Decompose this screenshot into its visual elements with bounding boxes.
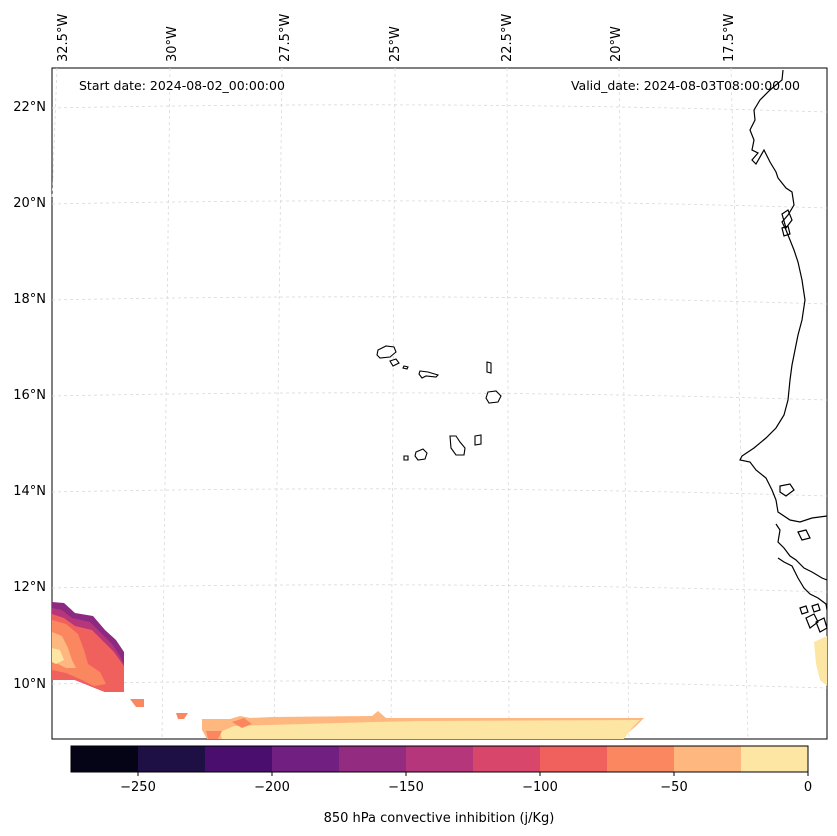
lon-label: 22.5°W: [500, 14, 515, 62]
lon-label: 20°W: [609, 26, 624, 62]
colorbar: −250 −200 −150 −100 −50 0 850 hPa convective …: [70, 745, 812, 826]
island-sao-vicente: [389, 358, 400, 367]
island-santo-antao: [376, 345, 397, 359]
lat-label: 10°N: [13, 677, 46, 692]
colorbar-tick-label: −250: [120, 780, 156, 795]
cin-field-band-7: [130, 699, 144, 707]
colorbar-label: 850 hPa convective inhibition (j/Kg): [324, 811, 555, 826]
lon-label: 27.5°W: [278, 14, 293, 62]
gulf-coastline: [775, 523, 828, 581]
lon-label: 32.5°W: [56, 14, 71, 62]
cin-field-band-11: [232, 718, 252, 728]
estuary-3: [805, 613, 819, 629]
cin-field-band-13: [814, 636, 827, 686]
lat-label: 12°N: [13, 580, 46, 595]
lat-label: 22°N: [13, 100, 46, 115]
cin-field-west: [52, 602, 144, 707]
gridlines: [51, 67, 828, 740]
island-santa-luzia: [402, 365, 409, 370]
colorbar-ticks: −250 −200 −150 −100 −50 0: [120, 772, 812, 795]
island-santiago: [449, 435, 466, 456]
lat-label: 20°N: [13, 196, 46, 211]
colorbar-tick-label: −200: [254, 780, 290, 795]
colorbar-cells: [71, 746, 809, 772]
latitude-labels: 22°N 20°N 18°N 16°N 14°N 12°N 10°N: [13, 100, 46, 692]
cin-field-band-8: [176, 713, 188, 719]
cin-field-south: [176, 636, 827, 739]
island-sao-nicolau: [418, 370, 440, 379]
lat-label: 18°N: [13, 292, 46, 307]
cin-field-band-12: [206, 731, 222, 739]
west-africa-coastline: [739, 69, 828, 523]
island-fogo: [414, 448, 428, 461]
colorbar-cell: [607, 746, 675, 772]
colorbar-cell: [205, 746, 273, 772]
colorbar-tick-label: 0: [804, 780, 812, 795]
lon-label: 25°W: [388, 26, 403, 62]
colorbar-tick-label: −50: [660, 780, 687, 795]
map-frame: [51, 67, 828, 740]
estuary-4: [815, 617, 828, 633]
lon-label: 30°W: [165, 26, 180, 62]
cin-field-band-6: [52, 648, 64, 664]
colorbar-cell: [406, 746, 474, 772]
colorbar-cell: [138, 746, 206, 772]
estuary-2: [797, 529, 811, 541]
estuary-1: [779, 483, 795, 497]
colorbar-cell: [540, 746, 608, 772]
guinea-coastline: [777, 557, 828, 611]
start-date-label: Start date: 2024-08-02_00:00:00: [79, 78, 285, 93]
cin-field-band-10: [220, 720, 640, 739]
colorbar-tick-label: −150: [388, 780, 424, 795]
lat-label: 14°N: [13, 484, 46, 499]
colorbar-cell: [473, 746, 541, 772]
lon-label: 17.5°W: [722, 14, 737, 62]
island-sal: [486, 361, 492, 374]
colorbar-tick-label: −100: [522, 780, 558, 795]
lat-label: 16°N: [13, 388, 46, 403]
longitude-labels: 32.5°W 30°W 27.5°W 25°W 22.5°W 20°W 17.5…: [56, 14, 737, 62]
colorbar-cell: [674, 746, 742, 772]
colorbar-cell: [339, 746, 407, 772]
cin-field-band-4: [52, 620, 106, 686]
bijagos-islands: [799, 603, 821, 615]
colorbar-cell: [272, 746, 340, 772]
cape-verde-islands: [376, 345, 502, 461]
colorbar-frame: [70, 745, 809, 773]
island-brava: [403, 455, 409, 461]
valid-date-label: Valid_date: 2024-08-03T08:00:00.00: [571, 78, 800, 93]
colorbar-cell: [741, 746, 809, 772]
colorbar-cell: [71, 746, 139, 772]
island-maio: [474, 434, 482, 446]
island-boa-vista: [485, 390, 502, 404]
banc-arguin: [781, 209, 793, 237]
